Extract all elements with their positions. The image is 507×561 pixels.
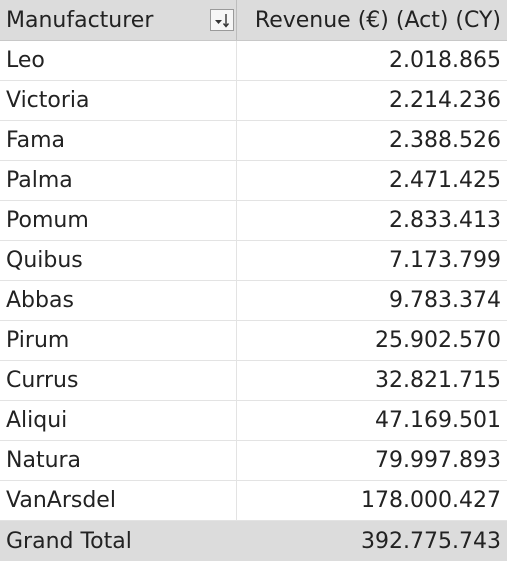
sort-ascending-filter-icon [213, 12, 231, 28]
sort-filter-button[interactable] [210, 9, 234, 31]
revenue-cell[interactable]: 79.997.893 [237, 441, 507, 481]
manufacturer-cell[interactable]: Palma [0, 161, 237, 201]
manufacturer-cell[interactable]: Pomum [0, 201, 237, 241]
revenue-cell[interactable]: 178.000.427 [237, 481, 507, 521]
manufacturer-cell[interactable]: Natura [0, 441, 237, 481]
revenue-cell[interactable]: 25.902.570 [237, 321, 507, 361]
revenue-cell[interactable]: 2.388.526 [237, 121, 507, 161]
revenue-cell[interactable]: 2.471.425 [237, 161, 507, 201]
revenue-cell[interactable]: 2.018.865 [237, 41, 507, 81]
column-header-manufacturer[interactable]: Manufacturer [0, 0, 237, 41]
manufacturer-cell[interactable]: Leo [0, 41, 237, 81]
grand-total-label: Grand Total [0, 521, 237, 561]
revenue-cell[interactable]: 7.173.799 [237, 241, 507, 281]
revenue-cell[interactable]: 47.169.501 [237, 401, 507, 441]
revenue-cell[interactable]: 32.821.715 [237, 361, 507, 401]
manufacturer-cell[interactable]: Fama [0, 121, 237, 161]
column-header-revenue[interactable]: Revenue (€) (Act) (CY) [237, 0, 507, 41]
manufacturer-cell[interactable]: Quibus [0, 241, 237, 281]
manufacturer-cell[interactable]: Aliqui [0, 401, 237, 441]
grand-total-row: Grand Total 392.775.743 [0, 521, 507, 561]
header-row: Manufacturer Revenue (€) (Act) (CY) [0, 0, 507, 41]
manufacturer-cell[interactable]: Victoria [0, 81, 237, 121]
manufacturer-cell[interactable]: Currus [0, 361, 237, 401]
manufacturer-cell[interactable]: VanArsdel [0, 481, 237, 521]
revenue-cell[interactable]: 2.833.413 [237, 201, 507, 241]
revenue-cell[interactable]: 9.783.374 [237, 281, 507, 321]
manufacturer-cell[interactable]: Pirum [0, 321, 237, 361]
column-header-label: Manufacturer [6, 8, 153, 33]
manufacturer-cell[interactable]: Abbas [0, 281, 237, 321]
revenue-cell[interactable]: 2.214.236 [237, 81, 507, 121]
grand-total-value: 392.775.743 [237, 521, 507, 561]
